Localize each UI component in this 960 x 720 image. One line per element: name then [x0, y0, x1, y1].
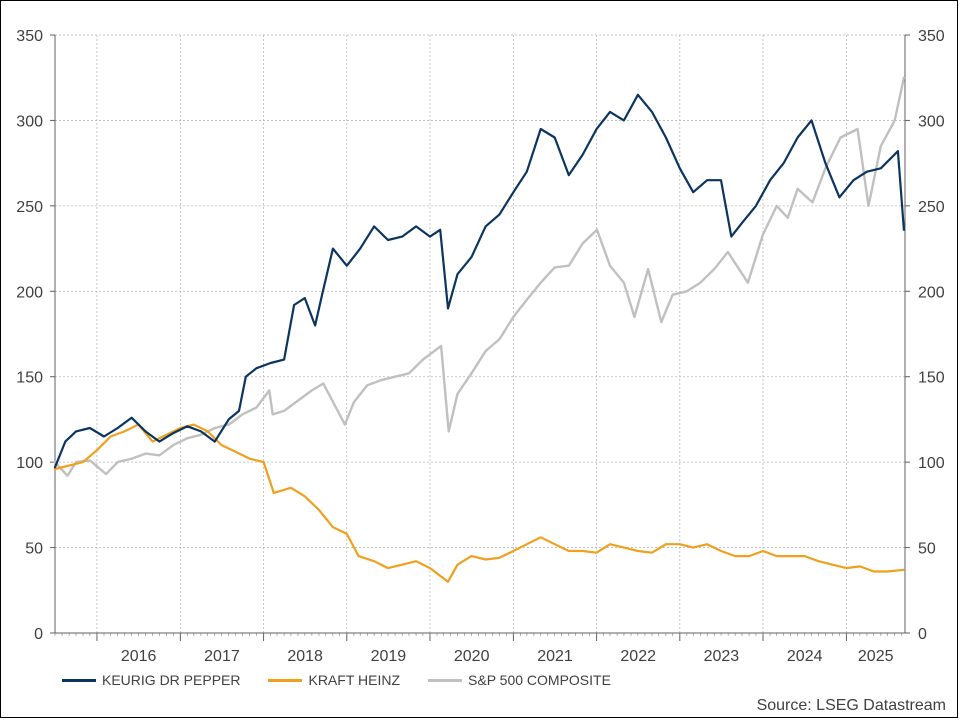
y-tick-label-left-100: 100 [16, 455, 43, 472]
x-tick-label-2025: 2025 [858, 648, 894, 665]
y-tick-label-right-300: 300 [918, 113, 945, 130]
y-tick-label-left-50: 50 [25, 541, 43, 558]
legend: KEURIG DR PEPPER KRAFT HEINZ S&P 500 COM… [62, 672, 639, 688]
axes: 0 0 50 50 100 100 150 150 200 200 250 250 300 300 350 3… [16, 28, 945, 665]
legend-swatch-keurig [62, 678, 96, 682]
x-tick-label-2022: 2022 [620, 648, 656, 665]
legend-swatch-kraft [268, 678, 303, 682]
x-tick-label-2017: 2017 [204, 648, 240, 665]
x-tick-label-2024: 2024 [787, 648, 823, 665]
y-tick-label-left-200: 200 [16, 284, 43, 301]
grid [55, 34, 905, 633]
y-tick-label-right-50: 50 [918, 541, 936, 558]
y-tick-label-left-150: 150 [16, 370, 43, 387]
legend-item-kraft: KRAFT HEINZ [268, 672, 400, 688]
x-tick-label-2023: 2023 [704, 648, 740, 665]
series-line-sp500 [53, 76, 906, 477]
x-tick-label-2019: 2019 [371, 648, 407, 665]
y-tick-label-right-350: 350 [918, 28, 945, 45]
y-tick-label-right-250: 250 [918, 199, 945, 216]
series-line-keurig [53, 93, 906, 469]
legend-label-sp500: S&P 500 COMPOSITE [468, 672, 611, 688]
series-line-kraft [53, 423, 906, 583]
legend-swatch-sp500 [428, 678, 463, 682]
y-tick-label-right-100: 100 [918, 455, 945, 472]
series-lines [53, 76, 906, 583]
y-tick-label-left-0: 0 [34, 626, 43, 643]
x-tick-label-2020: 2020 [454, 648, 490, 665]
y-tick-label-left-350: 350 [16, 28, 43, 45]
y-tick-label-right-150: 150 [918, 370, 945, 387]
y-tick-label-right-0: 0 [918, 626, 927, 643]
legend-item-sp500: S&P 500 COMPOSITE [428, 672, 611, 688]
x-tick-label-2016: 2016 [121, 648, 157, 665]
y-tick-label-right-200: 200 [918, 284, 945, 301]
legend-label-keurig: KEURIG DR PEPPER [102, 672, 241, 688]
x-tick-label-2018: 2018 [287, 648, 323, 665]
y-tick-label-left-300: 300 [16, 113, 43, 130]
source-note: Source: LSEG Datastream [756, 697, 946, 714]
legend-item-keurig: KEURIG DR PEPPER [62, 672, 240, 688]
y-tick-label-left-250: 250 [16, 199, 43, 216]
legend-label-kraft: KRAFT HEINZ [308, 672, 401, 688]
x-tick-label-2021: 2021 [537, 648, 573, 665]
